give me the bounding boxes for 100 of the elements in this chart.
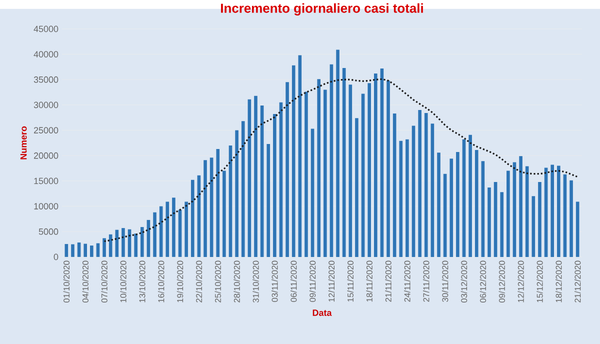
bar: [462, 139, 466, 257]
bar: [228, 146, 232, 257]
bar: [406, 139, 409, 257]
bar: [77, 242, 81, 257]
bar: [222, 170, 226, 257]
bar: [96, 243, 100, 257]
bar: [544, 168, 548, 257]
bar: [260, 105, 264, 257]
bar: [324, 90, 327, 257]
y-tick-label: 25000: [34, 127, 58, 134]
x-tick-label: 06/11/2020: [290, 260, 297, 302]
y-tick-label: 20000: [34, 152, 58, 159]
bar: [494, 182, 498, 257]
x-tick-label: 13/10/2020: [139, 260, 146, 302]
x-tick-label: 01/10/2020: [63, 260, 70, 303]
bar: [563, 174, 567, 257]
bar: [361, 94, 365, 257]
bar: [248, 99, 252, 257]
bar: [355, 118, 358, 257]
x-tick-label: 09/11/2020: [309, 260, 316, 302]
bar: [84, 244, 87, 257]
y-tick-label: 15000: [34, 178, 58, 184]
x-tick-label: 24/11/2020: [404, 260, 410, 302]
bar: [570, 180, 573, 257]
x-tick-label: 22/10/2020: [196, 260, 202, 302]
bar: [241, 121, 245, 257]
x-tick-label: 07/10/2020: [101, 260, 108, 303]
bar: [538, 182, 542, 257]
bar: [374, 74, 378, 257]
x-tick-label: 16/10/2020: [158, 260, 164, 302]
bar: [336, 50, 340, 257]
bar: [468, 134, 472, 257]
bar: [304, 92, 308, 257]
x-tick-label: 12/11/2020: [328, 260, 335, 302]
x-tick-label: 28/10/2020: [234, 260, 240, 302]
x-tick-label: 18/11/2020: [366, 260, 372, 302]
x-tick-label: 03/12/2020: [460, 260, 468, 303]
bar: [430, 124, 434, 257]
x-tick-label: 15/12/2020: [536, 260, 543, 302]
chart-title: Incremento giornaliero casi totali: [221, 3, 423, 16]
x-tick-label: 06/12/2020: [480, 260, 486, 303]
y-tick-label: 45000: [34, 26, 58, 32]
bar: [500, 192, 504, 257]
bar: [190, 180, 194, 257]
bar: [140, 227, 144, 257]
bar: [418, 110, 422, 257]
y-tick-label: 35000: [34, 76, 58, 83]
bar: [443, 174, 447, 257]
bar: [64, 244, 68, 257]
bar: [348, 84, 352, 257]
y-axis-title: Numero: [20, 126, 27, 160]
bar: [90, 246, 94, 257]
bar: [279, 102, 283, 257]
bar: [166, 202, 170, 257]
bar: [298, 55, 302, 257]
bar: [184, 202, 188, 257]
bar: [512, 162, 516, 257]
bar: [550, 164, 554, 257]
bar: [286, 82, 289, 257]
bar: [330, 64, 334, 257]
bar: [380, 68, 384, 257]
bar: [532, 196, 536, 257]
x-tick-label: 12/12/2020: [518, 260, 524, 302]
y-tick-label: 30000: [34, 102, 58, 108]
bar: [525, 166, 529, 257]
bar: [216, 149, 220, 257]
bar: [310, 128, 314, 257]
bar: [292, 65, 296, 257]
bar: [456, 152, 460, 257]
bar: [450, 158, 454, 257]
bar: [122, 228, 125, 257]
x-tick-label: 21/12/2020: [574, 260, 581, 302]
x-tick-label: 10/10/2020: [120, 260, 126, 302]
bar: [102, 238, 106, 257]
bar: [392, 114, 396, 257]
bar: [210, 158, 214, 257]
bar: [519, 156, 522, 257]
bar: [172, 198, 176, 257]
bar: [506, 170, 510, 257]
x-tick-label: 04/10/2020: [82, 260, 88, 303]
y-tick-label: 40000: [34, 51, 58, 58]
bar: [197, 175, 201, 257]
x-tick-label: 27/11/2020: [423, 260, 430, 302]
bar: [153, 212, 156, 257]
y-tick-label: 5000: [38, 228, 58, 235]
bar: [386, 80, 390, 257]
x-tick-label: 18/12/2020: [556, 260, 562, 302]
bar: [474, 150, 478, 257]
bar: [178, 210, 182, 257]
bar: [342, 68, 346, 257]
bar: [557, 166, 560, 257]
bar: [317, 79, 320, 257]
bar: [437, 152, 440, 257]
bar: [399, 140, 403, 257]
bar: [71, 244, 74, 257]
x-tick-label: 25/10/2020: [214, 260, 221, 302]
bar: [266, 144, 270, 257]
bar: [273, 114, 276, 257]
x-tick-label: 21/11/2020: [385, 260, 392, 302]
x-axis-title: Data: [312, 310, 332, 316]
